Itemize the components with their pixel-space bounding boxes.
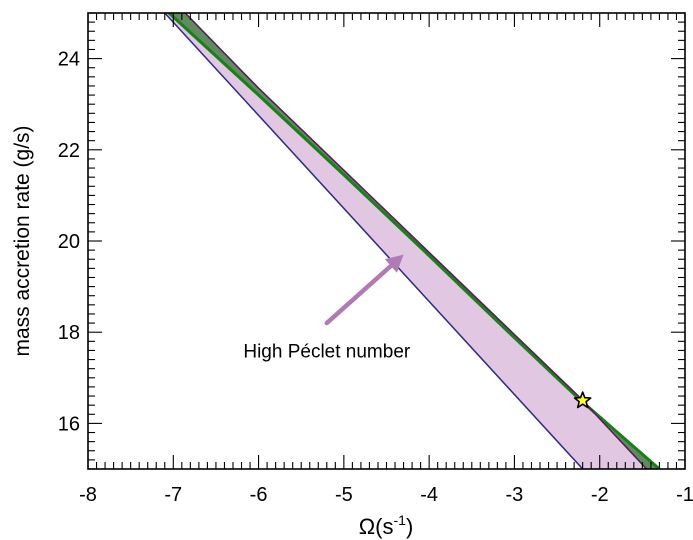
x-axis-label: Ω(s-1) [359, 512, 414, 539]
x-tick-label: -4 [420, 484, 438, 506]
ticks-layer [87, 12, 686, 470]
x-tick-label: -7 [164, 484, 182, 506]
x-tick-label: -6 [250, 484, 268, 506]
y-tick-label: 20 [58, 231, 80, 253]
x-tick-label: -1 [676, 484, 693, 506]
x-axis-label-main: Ω(s [359, 514, 394, 539]
y-axis-label: mass accretion rate (g/s) [11, 125, 34, 356]
annotation-layer: High Péclet number [243, 254, 411, 362]
star-marker [573, 391, 592, 409]
y-tick-label: 18 [58, 322, 80, 344]
x-tick-label: -2 [591, 484, 609, 506]
x-tick-label: -5 [335, 484, 353, 506]
boundary-line-3 [164, 13, 584, 469]
x-tick-label: -8 [79, 484, 97, 506]
shaded-region-1 [164, 13, 648, 469]
y-tick-label: 22 [58, 140, 80, 162]
annotation-label: High Péclet number [243, 341, 411, 362]
marker-layer [573, 391, 592, 409]
tick-labels-layer: -8 -7 -6 -5 -4 -3 -2 -1 16 18 20 22 24 [58, 49, 693, 506]
annotation-arrow-head [384, 254, 404, 273]
y-tick-label: 24 [58, 49, 80, 71]
x-axis-label-exponent: -1 [394, 512, 407, 528]
annotation-arrow-shaft [324, 263, 394, 326]
boundary-line-2 [184, 13, 648, 469]
y-tick-label: 16 [58, 413, 80, 435]
x-axis-label-close: ) [406, 514, 413, 539]
x-tick-label: -3 [506, 484, 524, 506]
